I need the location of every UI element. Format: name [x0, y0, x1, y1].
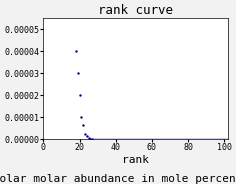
Point — [76, 72, 80, 75]
Point — [74, 50, 78, 53]
Point — [83, 132, 87, 135]
X-axis label: rank: rank — [122, 155, 149, 165]
Point — [87, 136, 90, 139]
Point — [78, 94, 81, 97]
Point — [80, 116, 83, 119]
Point — [88, 137, 92, 140]
Point — [81, 123, 85, 126]
Point — [85, 134, 89, 137]
Title: rank curve: rank curve — [98, 4, 173, 17]
Text: (solar molar abundance in mole percent): (solar molar abundance in mole percent) — [0, 174, 236, 184]
Point — [90, 137, 94, 140]
